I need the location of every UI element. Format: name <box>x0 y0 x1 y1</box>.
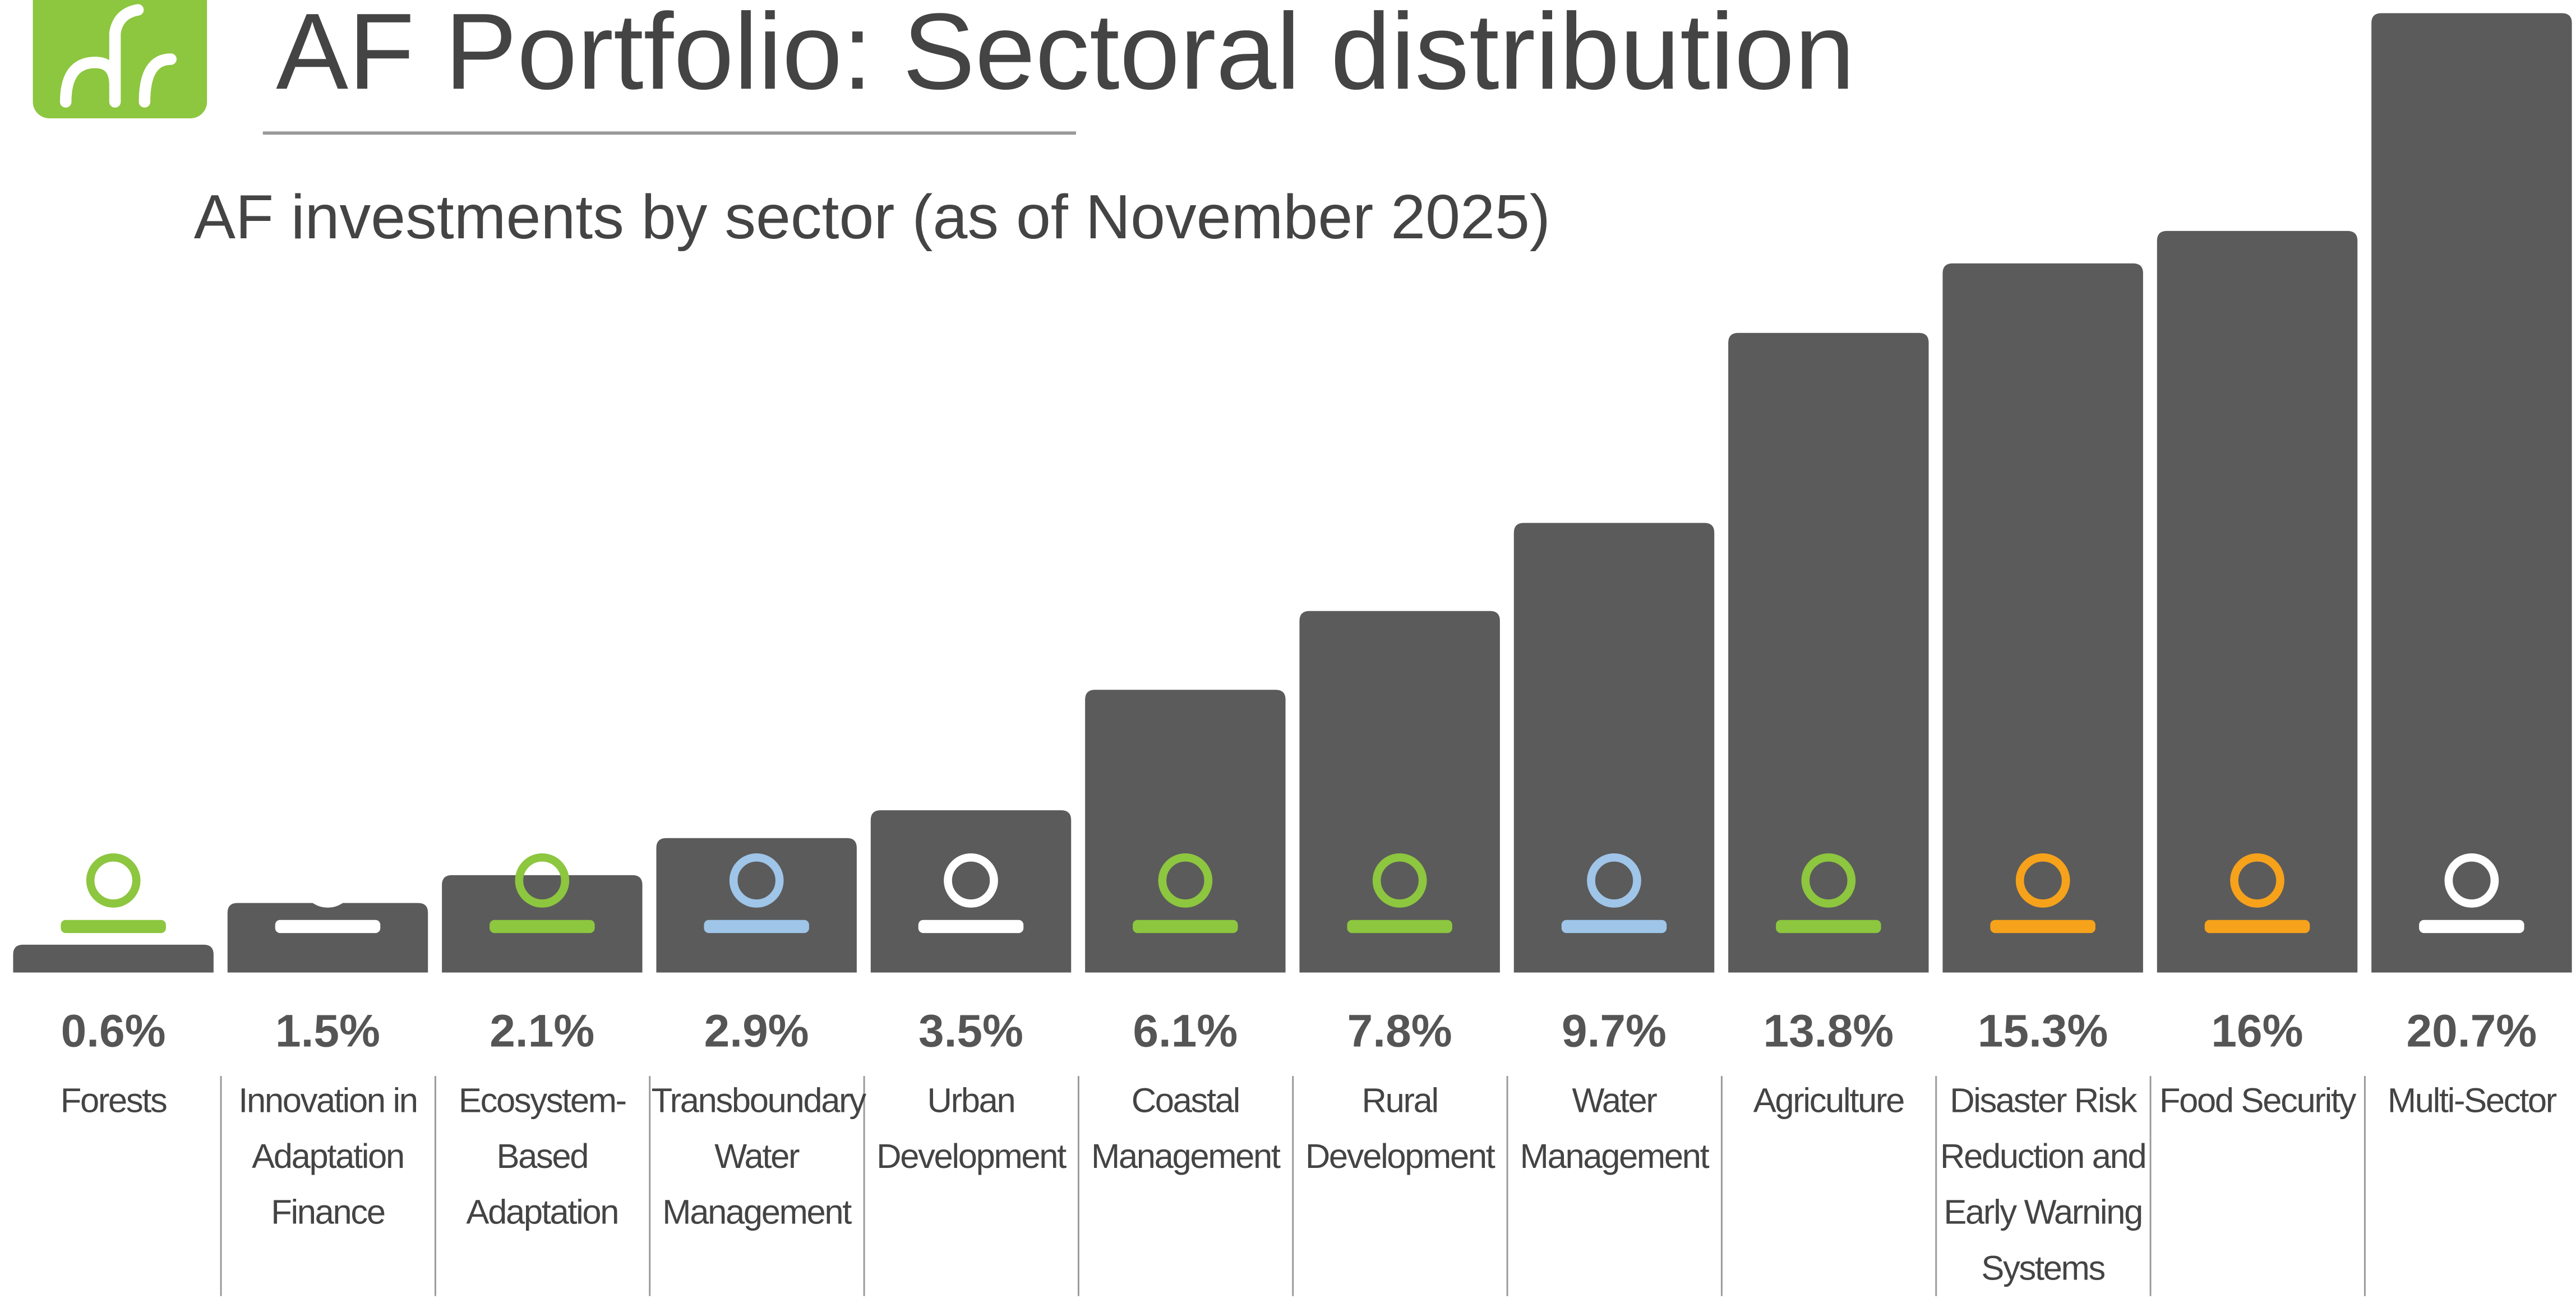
bar <box>227 903 428 973</box>
sector-icon <box>1158 853 1213 908</box>
x-tick-label: Forests <box>60 1082 168 1121</box>
sector-icon <box>86 853 141 908</box>
sector-icon <box>704 920 809 934</box>
sector-icon <box>490 920 595 934</box>
sector-icon <box>1801 853 1856 908</box>
value-label: 9.7% <box>1562 1005 1667 1056</box>
sector-icon <box>1133 920 1238 934</box>
value-label: 13.8% <box>1763 1005 1894 1056</box>
sector-icon <box>2419 920 2524 934</box>
sector-icon <box>301 853 355 908</box>
value-label: 6.1% <box>1133 1005 1238 1056</box>
sector-icon <box>275 920 381 934</box>
bar <box>1513 523 1715 973</box>
sector-icon <box>2015 853 2070 908</box>
bar <box>1085 690 1286 973</box>
bar <box>1942 263 2143 973</box>
value-label: 2.9% <box>704 1005 809 1056</box>
bar <box>1299 611 1500 973</box>
sector-icon <box>944 853 998 908</box>
x-tick-label: Coastal Management <box>1091 1082 1281 1176</box>
value-label: 1.5% <box>275 1005 380 1056</box>
sector-icon <box>918 920 1024 934</box>
sector-icon <box>2230 853 2284 908</box>
chart-subtitle: AF investments by sector (as of November… <box>194 182 1550 252</box>
x-tick-label: Innovation in Adaptation Finance <box>238 1082 418 1232</box>
value-label: 16% <box>2211 1005 2303 1056</box>
x-tick-label: Multi-Sector <box>2387 1082 2557 1121</box>
sector-icon <box>1561 920 1667 934</box>
x-tick-label: Transboundary Water Management <box>651 1082 866 1232</box>
value-label: 3.5% <box>918 1005 1023 1056</box>
bar <box>1728 332 1929 973</box>
value-label: 2.1% <box>490 1005 595 1056</box>
sector-icon <box>515 853 570 908</box>
bar <box>2371 13 2572 973</box>
x-tick-label: Rural Development <box>1305 1082 1495 1176</box>
sector-icon <box>2444 853 2499 908</box>
bar <box>13 944 214 973</box>
logo-glyph <box>59 4 177 108</box>
x-tick-label: Water Management <box>1520 1082 1710 1176</box>
x-tick-label: Agriculture <box>1753 1082 1905 1121</box>
sector-icon <box>1990 920 2095 934</box>
sector-icon <box>1776 920 1881 934</box>
sector-icon <box>1372 853 1427 908</box>
value-label: 0.6% <box>61 1005 166 1056</box>
sector-icon <box>1587 853 1641 908</box>
sector-icon <box>1347 920 1452 934</box>
bar <box>870 810 1072 973</box>
value-label: 20.7% <box>2406 1005 2537 1056</box>
sector-icon <box>2204 920 2310 934</box>
x-tick-label: Disaster Risk Reduction and Early Warnin… <box>1940 1082 2147 1288</box>
x-tick-label: Ecosystem-Based Adaptation <box>458 1082 627 1232</box>
chart-title: AF Portfolio: Sectoral distribution <box>276 0 1855 112</box>
value-label: 7.8% <box>1347 1005 1452 1056</box>
sector-icon <box>729 853 784 908</box>
x-tick-label: Food Security <box>2159 1082 2356 1121</box>
sector-icon <box>61 920 166 934</box>
bar <box>2157 230 2358 973</box>
value-label: 15.3% <box>1977 1005 2108 1056</box>
x-tick-label: Urban Development <box>876 1082 1067 1176</box>
